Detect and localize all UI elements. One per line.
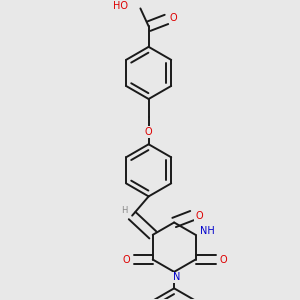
Text: O: O: [122, 254, 130, 265]
Text: O: O: [145, 127, 152, 137]
Text: N: N: [172, 272, 180, 282]
Text: NH: NH: [200, 226, 215, 236]
Text: O: O: [195, 211, 202, 220]
Text: O: O: [169, 13, 177, 23]
Text: HO: HO: [113, 1, 128, 11]
Text: O: O: [220, 254, 228, 265]
Text: H: H: [121, 206, 128, 215]
